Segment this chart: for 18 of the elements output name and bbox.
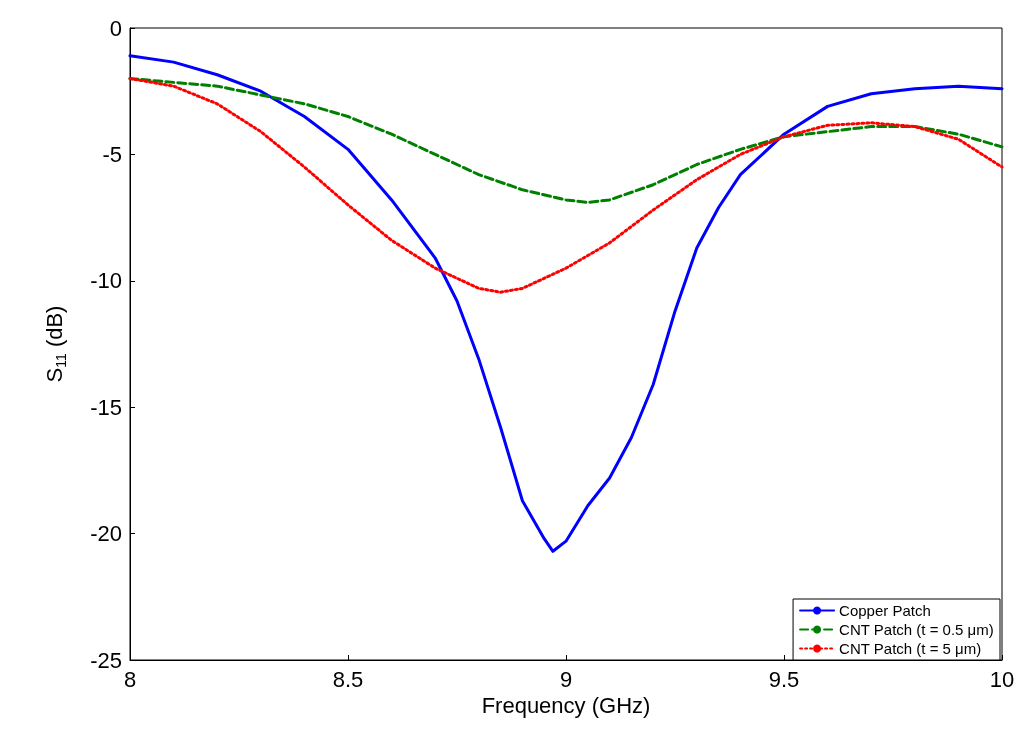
legend-label: CNT Patch (t = 5 μm) <box>839 640 982 657</box>
x-tick-label: 8 <box>123 666 137 692</box>
x-tick-label: 9 <box>559 666 573 692</box>
line-series <box>128 54 1004 553</box>
x-tick-label: 10 <box>989 666 1015 692</box>
line-series <box>128 77 1004 294</box>
y-tick-label: -10 <box>90 268 122 294</box>
y-tick-label: -25 <box>90 647 122 673</box>
x-tick-label: 8.5 <box>332 666 364 692</box>
legend-label: Copper Patch <box>839 602 931 619</box>
x-tick-label: 9.5 <box>768 666 800 692</box>
y-tick-label: -20 <box>90 521 122 547</box>
legend-label: CNT Patch (t = 0.5 μm) <box>839 621 994 638</box>
x-axis-title: Frequency (GHz) <box>481 693 651 719</box>
y-tick-label: -5 <box>102 141 122 167</box>
y-axis-title: S11 (dB) <box>41 305 69 383</box>
y-tick-label: -15 <box>90 394 122 420</box>
y-tick-label: 0 <box>109 15 122 41</box>
